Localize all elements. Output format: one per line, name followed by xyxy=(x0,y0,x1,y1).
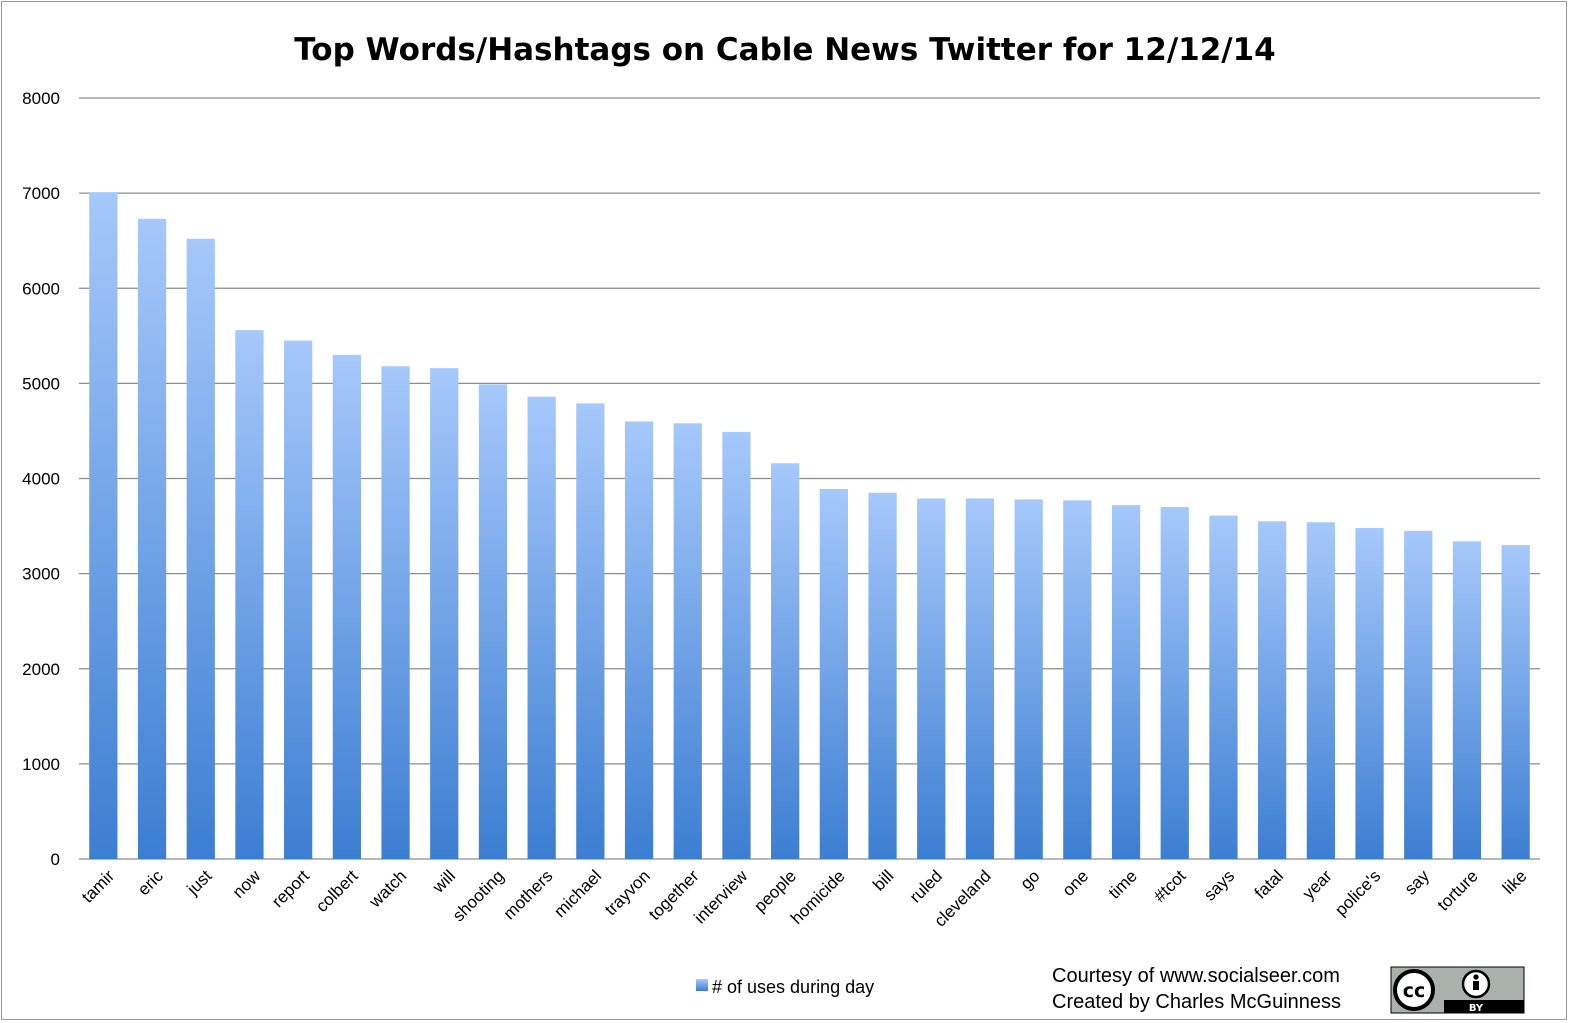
x-tick-label: like xyxy=(1499,866,1530,897)
bar-police's xyxy=(1355,527,1384,859)
bar-go xyxy=(1014,499,1043,859)
gridlines xyxy=(79,97,1540,860)
bar-year xyxy=(1306,522,1335,859)
bar-say xyxy=(1404,530,1433,859)
legend-label: # of uses during day xyxy=(712,977,874,997)
bar-eric xyxy=(137,218,167,860)
bar-will xyxy=(430,368,459,859)
credit-line-1: Courtesy of www.socialseer.com xyxy=(1052,965,1340,987)
x-tick-label: just xyxy=(183,866,216,899)
bar-homicide xyxy=(819,488,848,859)
y-tick-label: 6000 xyxy=(22,279,60,298)
x-tick-label: says xyxy=(1200,866,1238,904)
bar-bill xyxy=(868,492,897,859)
x-tick-label: will xyxy=(428,866,459,897)
bar-time xyxy=(1111,505,1141,859)
bar-cleveland xyxy=(965,498,995,859)
x-tick-label: now xyxy=(229,866,265,902)
x-tick-label: go xyxy=(1017,866,1044,893)
x-tick-label: michael xyxy=(550,866,605,921)
y-axis-tick-labels: 0 1000 2000 3000 4000 5000 6000 7000 8000 xyxy=(22,89,60,869)
x-tick-label: bill xyxy=(869,866,897,894)
x-tick-label: tamir xyxy=(78,866,118,906)
x-tick-label: report xyxy=(268,866,313,911)
x-tick-label: eric xyxy=(134,866,167,899)
bar-like xyxy=(1501,545,1530,859)
x-tick-label: colbert xyxy=(312,866,362,916)
bar-fatal xyxy=(1258,521,1287,859)
x-tick-label: homicide xyxy=(787,866,849,928)
cc-badge-text: cc xyxy=(1403,980,1426,1002)
y-tick-label: 5000 xyxy=(22,374,60,393)
x-tick-label: watch xyxy=(365,866,411,912)
bar-trayvon xyxy=(624,421,654,859)
x-tick-label: shooting xyxy=(449,866,508,925)
bar-michael xyxy=(576,403,605,859)
bar-one xyxy=(1063,500,1092,859)
bar-mothers xyxy=(527,396,556,859)
bar-torture xyxy=(1452,541,1482,859)
y-tick-label: 1000 xyxy=(22,755,60,774)
x-tick-label: #tcot xyxy=(1150,866,1190,906)
y-tick-label: 2000 xyxy=(22,660,60,679)
y-tick-label: 8000 xyxy=(22,89,60,108)
y-tick-label: 0 xyxy=(51,850,60,869)
x-tick-label: one xyxy=(1059,866,1092,899)
x-tick-label: interview xyxy=(690,866,751,927)
y-tick-label: 7000 xyxy=(22,184,60,203)
bar-shooting xyxy=(478,384,508,859)
bar-just xyxy=(186,238,215,859)
x-tick-label: mothers xyxy=(500,866,557,923)
x-tick-label: police's xyxy=(1331,866,1384,919)
bar-tamir xyxy=(89,192,118,859)
bar-report xyxy=(284,340,313,860)
x-tick-label: year xyxy=(1299,866,1336,903)
x-tick-label: say xyxy=(1401,866,1433,898)
bars xyxy=(89,192,1530,860)
legend-swatch xyxy=(696,979,708,991)
y-tick-label: 3000 xyxy=(22,565,60,584)
bar-#tcot xyxy=(1160,507,1189,859)
bar-says xyxy=(1209,515,1238,859)
credits: Courtesy of www.socialseer.com Created b… xyxy=(1052,965,1341,1013)
bar-interview xyxy=(722,431,751,859)
bar-colbert xyxy=(332,354,361,859)
by-badge-text: BY xyxy=(1469,1003,1484,1014)
legend: # of uses during day xyxy=(696,977,874,997)
x-tick-label: fatal xyxy=(1251,866,1287,902)
bar-ruled xyxy=(917,498,946,859)
x-tick-label: time xyxy=(1105,866,1141,902)
credit-line-2: Created by Charles McGuinness xyxy=(1052,991,1341,1013)
x-tick-label: torture xyxy=(1434,866,1482,914)
creative-commons-by-icon: cc BY xyxy=(1390,966,1525,1014)
chart-title: Top Words/Hashtags on Cable News Twitter… xyxy=(294,32,1276,68)
y-tick-label: 4000 xyxy=(22,470,60,489)
bar-watch xyxy=(381,366,410,859)
bar-now xyxy=(235,330,264,860)
x-tick-label: ruled xyxy=(906,866,946,906)
x-axis-tick-labels: tamir eric just now report colbert watch willsh… xyxy=(78,866,1530,931)
bar-people xyxy=(771,463,800,859)
bar-together xyxy=(673,423,702,859)
